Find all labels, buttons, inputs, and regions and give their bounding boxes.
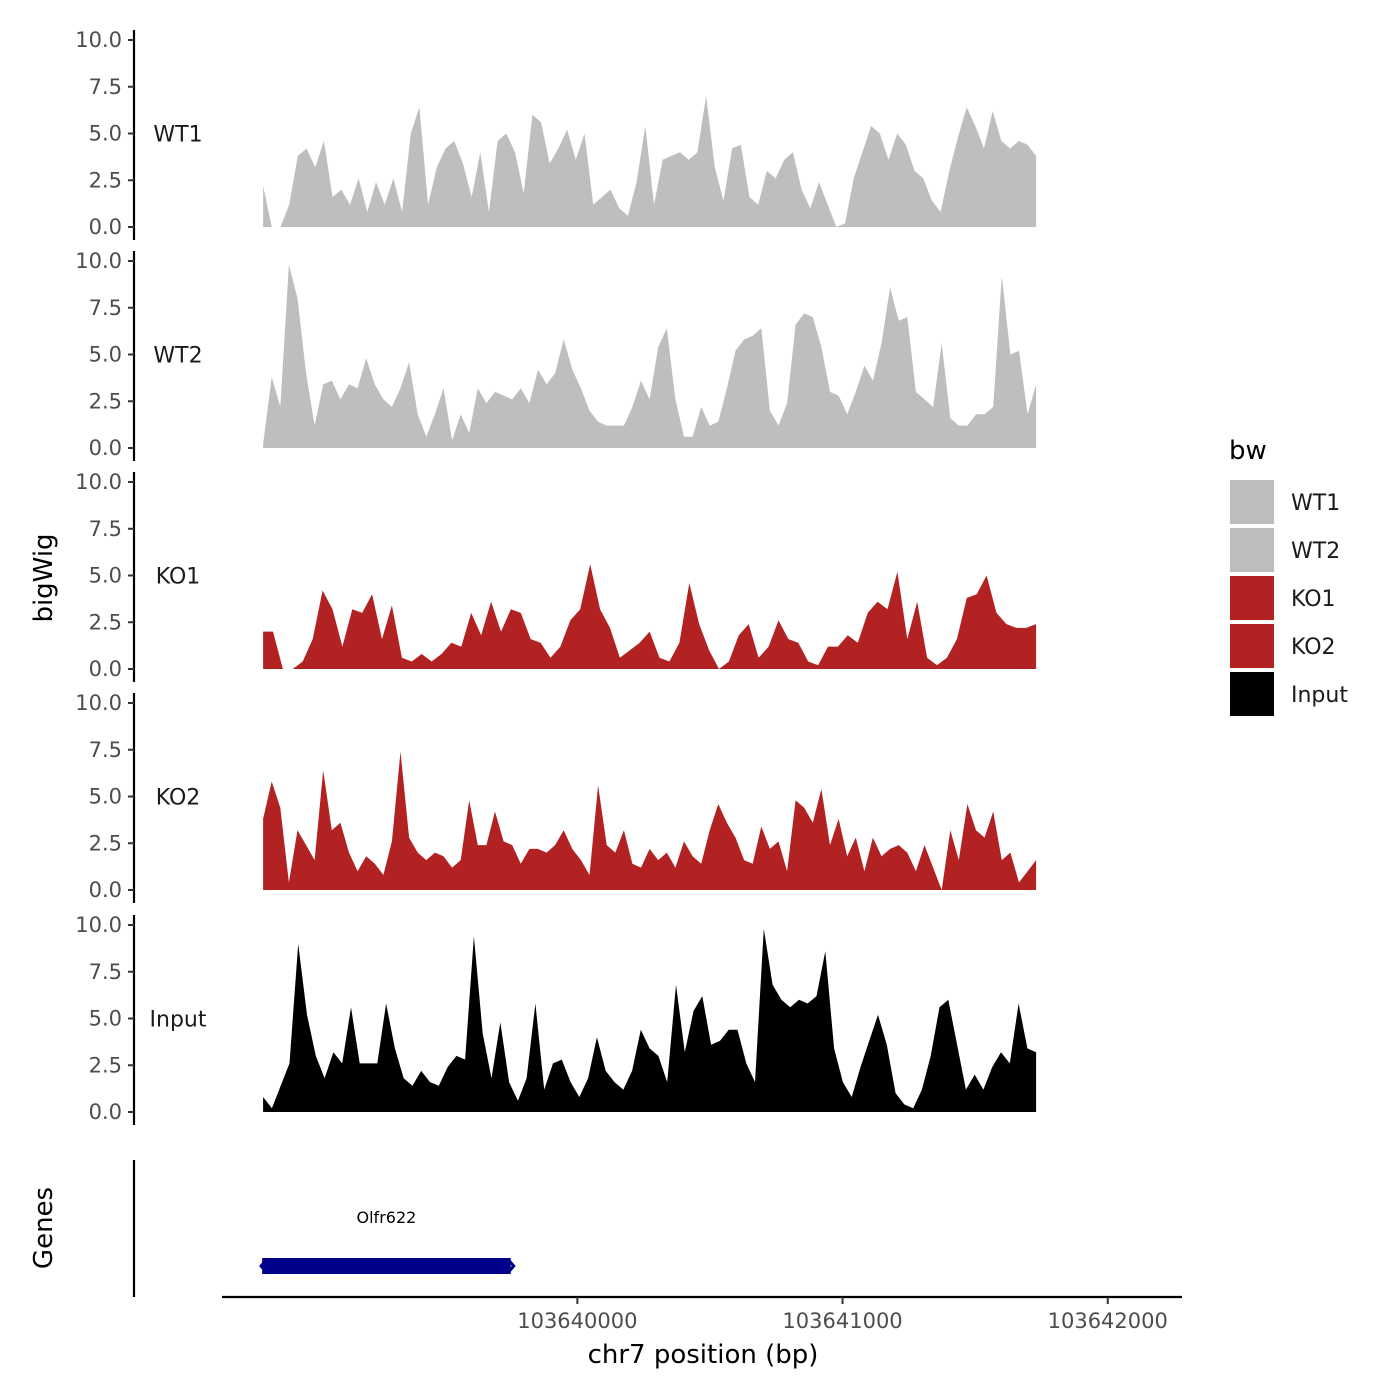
track-label-ko2: KO2 [156, 786, 201, 811]
y-tick-label: 7.5 [89, 738, 122, 762]
y-tick-label: 10.0 [75, 913, 122, 937]
area-ko2 [263, 751, 1037, 890]
y-tick-label: 2.5 [89, 168, 122, 192]
track-label-ko1: KO1 [156, 565, 201, 590]
y-tick-label: 7.5 [89, 960, 122, 984]
area-wt2 [263, 264, 1037, 448]
legend-swatch [1230, 576, 1274, 620]
genes-panel: Olfr622 [132, 1160, 516, 1297]
y-tick-label: 10.0 [75, 470, 122, 494]
y-tick-label: 7.5 [89, 75, 122, 99]
legend: bw WT1 WT2 KO1 KO2 Input [1229, 436, 1348, 716]
legend-swatch [1230, 528, 1274, 572]
y-tick-label: 0.0 [89, 436, 122, 460]
gene-body [262, 1258, 511, 1274]
legend-entry-ko2: KO2 [1230, 624, 1336, 668]
y-tick-label: 7.5 [89, 296, 122, 320]
y-tick-label: 5.0 [89, 564, 122, 588]
legend-label: WT2 [1291, 539, 1340, 564]
area-input [263, 928, 1037, 1112]
y-tick-label: 5.0 [89, 785, 122, 809]
y-tick-label: 0.0 [89, 878, 122, 902]
legend-label: KO1 [1291, 587, 1336, 612]
track-label-wt2: WT2 [153, 344, 202, 369]
track-ko2: 0.0 2.5 5.0 7.5 10.0 KO2 [75, 691, 1037, 903]
y-tick-label: 5.0 [89, 122, 122, 146]
track-label-input: Input [150, 1008, 207, 1033]
track-ko1: 0.0 2.5 5.0 7.5 10.0 KO1 [75, 470, 1037, 682]
track-label-wt1: WT1 [153, 123, 202, 148]
gene-start-arrow [259, 1260, 265, 1272]
y-tick-label: 7.5 [89, 517, 122, 541]
x-tick-label: 103640000 [517, 1309, 637, 1333]
x-tick-label: 103642000 [1048, 1309, 1168, 1333]
y-tick-label: 0.0 [89, 215, 122, 239]
y-tick-label: 0.0 [89, 657, 122, 681]
track-input: 0.0 2.5 5.0 7.5 10.0 Input [75, 913, 1037, 1125]
legend-entry-wt2: WT2 [1230, 528, 1340, 572]
legend-label: Input [1291, 683, 1348, 708]
y-tick-label: 2.5 [89, 1053, 122, 1077]
legend-label: WT1 [1291, 491, 1340, 516]
genes-axis-title: Genes [29, 1187, 59, 1269]
gene-end-marker [506, 1258, 516, 1274]
legend-label: KO2 [1291, 635, 1336, 660]
legend-swatch [1230, 672, 1274, 716]
y-axis-title: bigWig [29, 533, 59, 622]
y-tick-label: 5.0 [89, 343, 122, 367]
y-tick-label: 2.5 [89, 610, 122, 634]
legend-swatch [1230, 480, 1274, 524]
x-tick-label: 103641000 [782, 1309, 902, 1333]
legend-title: bw [1229, 436, 1267, 466]
legend-swatch [1230, 624, 1274, 668]
x-axis-title: chr7 position (bp) [588, 1340, 819, 1370]
y-tick-label: 2.5 [89, 831, 122, 855]
y-tick-label: 10.0 [75, 28, 122, 52]
x-axis: 103640000 103641000 103642000 [222, 1295, 1182, 1333]
legend-entry-input: Input [1230, 672, 1348, 716]
area-wt1 [263, 96, 1037, 227]
track-wt2: 0.0 2.5 5.0 7.5 10.0 WT2 [75, 249, 1037, 461]
legend-entry-ko1: KO1 [1230, 576, 1336, 620]
y-tick-label: 5.0 [89, 1007, 122, 1031]
y-tick-label: 2.5 [89, 389, 122, 413]
y-tick-label: 10.0 [75, 691, 122, 715]
gene-label: Olfr622 [357, 1208, 417, 1227]
y-tick-label: 0.0 [89, 1100, 122, 1124]
y-tick-label: 10.0 [75, 249, 122, 273]
track-panels: 0.02.55.07.510.0WT10.02.55.07.510.0WT20.… [75, 28, 1037, 1125]
gene-olfr622: Olfr622 [259, 1208, 516, 1274]
legend-entry-wt1: WT1 [1230, 480, 1340, 524]
track-wt1: 0.0 2.5 5.0 7.5 10.0 WT1 [75, 28, 1037, 240]
area-ko1 [263, 564, 1037, 669]
